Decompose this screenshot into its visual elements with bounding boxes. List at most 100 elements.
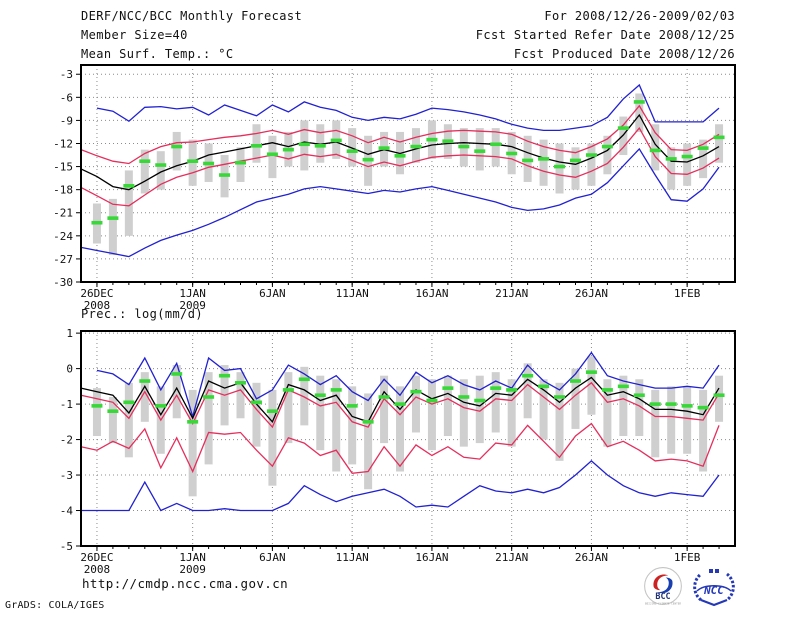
bcc-logo-blue-swirl: [657, 577, 673, 594]
prec-frame: [80, 330, 736, 547]
temp-median-dash-marker: [649, 148, 661, 153]
temp-median-dash-marker: [91, 220, 103, 225]
temp-median-dash-marker: [219, 173, 231, 177]
y-tick-label: 0: [66, 363, 73, 376]
bcc-logo-label: BCC: [655, 591, 670, 601]
temp-lower-spread-line: [80, 126, 720, 207]
prec-median-dash-marker: [649, 402, 661, 406]
y-tick-label: -3: [60, 68, 73, 81]
prec-median-dash-marker: [282, 388, 294, 392]
temp-member-spread-bar: [348, 128, 357, 167]
ncc-logo-label: NCC: [703, 584, 724, 597]
x-tick-label: 11JAN: [336, 551, 369, 564]
temp-median-dash-marker: [410, 144, 422, 149]
temp-median-dash-marker: [665, 157, 677, 161]
y-tick-label: -4: [60, 505, 74, 518]
prec-median-dash-marker: [569, 379, 581, 383]
prec-member-spread-bar: [459, 379, 468, 447]
grads-credit: GrADS: COLA/IGES: [5, 600, 105, 611]
prec-upper-spread-line: [80, 381, 720, 429]
x-tick-sublabel: 2009: [179, 299, 206, 312]
prec-median-dash-marker: [91, 404, 103, 408]
temp-median-dash-marker: [569, 158, 581, 163]
ncc-logo-wreath-right: [725, 572, 735, 602]
temp-median-dash-marker: [378, 146, 390, 150]
prec-member-spread-bar: [619, 375, 628, 437]
prec-median-dash-marker: [426, 398, 438, 403]
prec-member-spread-bar: [172, 365, 181, 419]
temp-median-dash-marker: [123, 184, 135, 188]
temp-median-dash-marker: [187, 159, 199, 163]
ncc-logo: NCC: [693, 569, 735, 607]
temp-member-spread-bar: [667, 147, 676, 190]
prec-median-dash-marker: [330, 388, 342, 392]
x-tick-label: 1FEB: [674, 551, 701, 564]
temp-upper-spread-line: [80, 104, 720, 165]
prec-median-dash-marker: [187, 420, 199, 424]
prec-member-spread-bar: [236, 372, 245, 419]
prec-member-spread-bar: [635, 379, 644, 437]
temp-median-dash-marker: [713, 135, 725, 140]
prec-member-spread-bar: [284, 372, 293, 444]
prec-median-dash-marker: [346, 404, 358, 408]
y-tick-label: -2: [60, 434, 73, 447]
temp-median-dash-marker: [458, 144, 470, 149]
prec-member-spread-bar: [332, 379, 341, 472]
prec-median-dash-marker: [681, 404, 693, 408]
bcc-logo-red-swirl: [653, 574, 669, 591]
prec-median-dash-marker: [139, 379, 151, 383]
temp-median-dash-marker: [394, 154, 406, 158]
temp-member-spread-bar: [539, 139, 548, 186]
prec-median-dash-marker: [633, 393, 645, 398]
prec-median-dash-marker: [458, 395, 470, 399]
temp-member-spread-bar: [108, 198, 117, 256]
prec-member-spread-bar: [699, 389, 708, 472]
temp-median-dash-marker: [490, 142, 502, 147]
prec-member-spread-bar: [204, 372, 213, 465]
temp-median-dash-marker: [250, 143, 262, 148]
temp-member-spread-bar: [715, 124, 724, 163]
prec-member-spread-bar: [475, 375, 484, 444]
temp-median-dash-marker: [442, 139, 454, 143]
prec-member-spread-bar: [683, 386, 692, 454]
prec-median-dash-marker: [171, 372, 183, 376]
x-tick-label: 16JAN: [415, 551, 448, 564]
x-tick-sublabel: 2008: [84, 299, 111, 312]
prec-member-spread-bar: [555, 382, 564, 461]
member-size-label: Member Size=40: [81, 28, 188, 42]
y-tick-label: -27: [53, 253, 73, 266]
temp-median-dash-marker: [314, 143, 326, 148]
temp-median-dash-marker: [298, 142, 310, 147]
temp-median-dash-marker: [362, 157, 374, 162]
prec-member-spread-bar: [124, 382, 133, 458]
prec-median-dash-marker: [713, 393, 725, 398]
prec-member-spread-bar: [651, 389, 660, 458]
temp-median-dash-marker: [171, 144, 183, 149]
prec-median-dash-marker: [298, 377, 310, 382]
temp-median-dash-marker: [155, 163, 167, 167]
temp-member-spread-bar: [699, 139, 708, 179]
bcc-logo-ring-text: BEIJING CLIMATE CENTER: [645, 601, 681, 605]
temp-median-dash-marker: [235, 160, 247, 165]
prec-median-dash-marker: [601, 388, 613, 392]
x-tick-label: 26JAN: [575, 551, 608, 564]
temp-median-dash-marker: [697, 146, 709, 150]
prec-member-spread-bar: [715, 375, 724, 422]
temp-median-dash-marker: [266, 152, 278, 157]
temp-median-dash-marker: [633, 100, 645, 104]
x-tick-label: 1JAN: [179, 551, 206, 564]
prec-member-spread-bar: [491, 372, 500, 433]
prec-member-spread-bar: [443, 375, 452, 437]
page-title: DERF/NCC/BCC Monthly Forecast: [81, 9, 303, 23]
x-tick-sublabel: 2009: [179, 563, 206, 576]
refer-date-label: Fcst Started Refer Date 2008/12/25: [475, 28, 735, 42]
temp-member-spread-bar: [587, 143, 596, 186]
prec-median-dash-marker: [665, 402, 677, 406]
ncc-logo-cjk-mark-2: [715, 569, 719, 573]
temp-member-spread-bar: [571, 147, 580, 190]
temp-median-dash-marker: [474, 149, 486, 153]
x-tick-label: 26JAN: [575, 287, 608, 300]
prec-member-spread-bar: [140, 372, 149, 422]
prec-median-dash-marker: [123, 400, 135, 405]
